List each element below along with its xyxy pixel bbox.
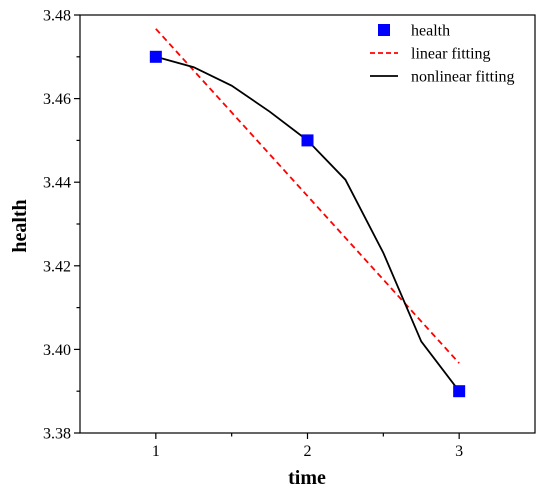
x-axis-title: time: [288, 467, 326, 489]
legend: health linear fitting nonlinear fitting: [370, 23, 515, 86]
y-tick-label: 3.42: [43, 258, 71, 275]
y-tick-label: 3.38: [43, 426, 71, 443]
legend-label: linear fitting: [411, 46, 491, 63]
legend-marker-health: [378, 24, 390, 36]
x-tick-label: 2: [304, 443, 312, 460]
nonlinear-fit-curve: [155, 55, 460, 392]
x-tick-label: 1: [152, 443, 160, 460]
data-point: [149, 50, 162, 63]
legend-label: nonlinear fitting: [411, 69, 515, 86]
x-tick-label: 3: [455, 443, 463, 460]
linear-fit-line: [155, 28, 460, 364]
y-tick-label: 3.40: [43, 342, 71, 359]
data-point: [301, 134, 314, 147]
y-tick-label: 3.46: [43, 91, 71, 108]
y-tick-label: 3.48: [43, 8, 71, 25]
y-tick-label: 3.44: [43, 175, 71, 192]
y-axis-title: health: [9, 199, 31, 252]
data-point: [453, 385, 466, 398]
axis-ticks: 1 2 3 3.38 3.40 3.42 3.44 3.46 3.48: [43, 8, 463, 461]
legend-label: health: [411, 23, 450, 40]
